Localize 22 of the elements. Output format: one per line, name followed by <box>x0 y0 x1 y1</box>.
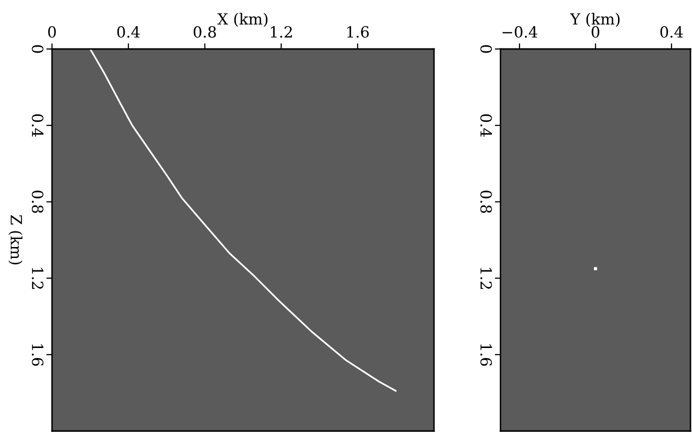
y-tick-label: 0 <box>32 45 44 53</box>
x-axis-title: Y (km) <box>570 12 620 27</box>
line-series <box>89 49 397 392</box>
x-tick-label: 0.4 <box>117 26 140 38</box>
x-tick-label: −0.4 <box>502 26 538 38</box>
x-axis-title: X (km) <box>217 12 268 27</box>
x-tick-label: 0.8 <box>194 26 216 38</box>
y-tick-label: 1.6 <box>480 344 492 366</box>
y-tick-label: 1.2 <box>32 268 44 289</box>
y-tick-label: 0.4 <box>32 114 44 137</box>
x-tick-label: 0.4 <box>660 26 683 38</box>
x-tick-label: 0 <box>48 26 56 38</box>
y-tick-label: 0.4 <box>480 114 492 137</box>
x-tick-label: 1.2 <box>270 26 292 38</box>
x-tick-label: 0 <box>592 26 600 38</box>
y-tick-label: 1.6 <box>32 344 44 366</box>
y-tick-label: 1.2 <box>480 268 492 289</box>
x-tick-label: 1.6 <box>347 26 369 38</box>
y-tick-label: 0.8 <box>32 190 44 213</box>
y-tick-label: 0 <box>480 45 492 53</box>
y-tick-label: 0.8 <box>480 190 492 213</box>
y-axis-title: Z (km) <box>8 215 22 264</box>
